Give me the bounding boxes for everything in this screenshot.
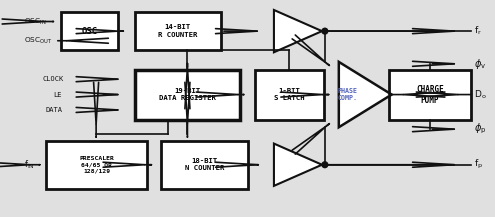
Text: DATA: DATA <box>45 107 62 113</box>
Text: f$_{\mathregular{r}}$: f$_{\mathregular{r}}$ <box>474 25 482 37</box>
Text: OSC: OSC <box>81 27 98 36</box>
Text: $\phi_{\mathregular{p}}$: $\phi_{\mathregular{p}}$ <box>474 122 486 136</box>
Text: f$_{\mathregular{IN}}$: f$_{\mathregular{IN}}$ <box>24 158 35 171</box>
Text: CLOCK: CLOCK <box>42 76 63 82</box>
Bar <box>161 141 248 189</box>
Polygon shape <box>274 10 322 52</box>
Text: f$_{\mathregular{p}}$: f$_{\mathregular{p}}$ <box>474 158 483 171</box>
Text: $\phi_{\mathregular{v}}$: $\phi_{\mathregular{v}}$ <box>474 57 486 71</box>
Bar <box>46 141 147 189</box>
Polygon shape <box>274 144 322 186</box>
Bar <box>135 70 240 120</box>
Bar <box>389 70 471 120</box>
Text: 14-BIT
R COUNTER: 14-BIT R COUNTER <box>158 24 198 38</box>
Text: PHASE
COMP.: PHASE COMP. <box>338 88 358 101</box>
Text: OSC$_{\mathregular{OUT}}$: OSC$_{\mathregular{OUT}}$ <box>24 36 52 46</box>
Text: LE: LE <box>53 92 61 98</box>
Text: D$_{\mathregular{o}}$: D$_{\mathregular{o}}$ <box>474 88 487 101</box>
Bar <box>60 12 118 50</box>
Text: 18-BIT
N COUNTER: 18-BIT N COUNTER <box>185 158 224 171</box>
Text: 1-BIT
S LATCH: 1-BIT S LATCH <box>274 88 304 101</box>
Polygon shape <box>339 62 392 127</box>
Bar <box>255 70 324 120</box>
Bar <box>135 12 221 50</box>
Circle shape <box>322 162 328 168</box>
Circle shape <box>322 28 328 34</box>
Text: 19-BIT
DATA REGISTER: 19-BIT DATA REGISTER <box>159 88 216 101</box>
Text: CHARGE
PUMP: CHARGE PUMP <box>416 84 444 105</box>
Text: OSC$_{\mathregular{IN}}$: OSC$_{\mathregular{IN}}$ <box>24 16 47 27</box>
Text: PRESCALER
64/65 OR
128/129: PRESCALER 64/65 OR 128/129 <box>79 156 114 173</box>
